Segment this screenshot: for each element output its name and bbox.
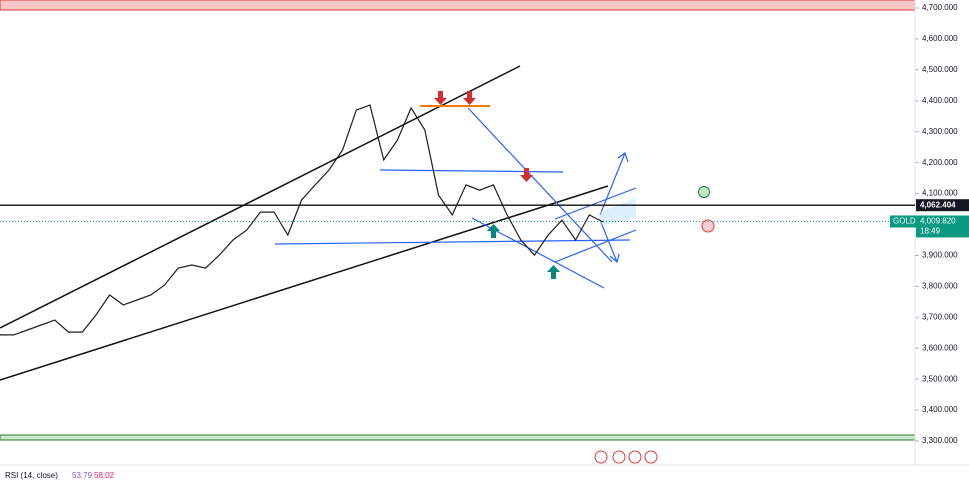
support-zone xyxy=(0,434,916,441)
drawings xyxy=(274,107,637,289)
buy-arrows xyxy=(487,224,560,279)
last-price-label: 4,009.820 xyxy=(920,217,956,226)
y-tick-label: 3,400.000 xyxy=(922,405,958,414)
price-box xyxy=(916,215,969,238)
y-tick-label: 3,800.000 xyxy=(922,281,958,290)
y-tick-label: 3,600.000 xyxy=(922,343,958,352)
event-icons xyxy=(594,450,658,464)
y-tick-label: 3,700.000 xyxy=(922,312,958,321)
y-tick-label: 4,500.000 xyxy=(922,65,958,74)
indicator-value: 53.79 xyxy=(72,471,93,480)
indicator-name: RSI (14, close) xyxy=(5,471,58,480)
countdown: 18:49 xyxy=(920,227,941,236)
level-label: 4,062.404 xyxy=(920,200,956,209)
symbol: GOLD xyxy=(893,217,916,226)
y-tick-label: 3,300.000 xyxy=(922,436,958,445)
y-tick-label: 4,700.000 xyxy=(922,3,958,12)
indicator-value: 58.02 xyxy=(94,471,115,480)
symbol-box xyxy=(890,215,916,228)
marker-red xyxy=(701,219,715,233)
trendlines xyxy=(0,65,609,381)
marker-green xyxy=(698,186,710,198)
y-tick-label: 4,100.000 xyxy=(922,189,958,198)
y-tick-label: 4,300.000 xyxy=(922,127,958,136)
y-tick-label: 3,900.000 xyxy=(922,251,958,260)
resistance-zone xyxy=(0,0,916,11)
y-tick-label: 4,200.000 xyxy=(922,158,958,167)
level-label-box xyxy=(916,199,969,212)
y-tick-label: 4,600.000 xyxy=(922,34,958,43)
y-tick-label: 3,500.000 xyxy=(922,374,958,383)
y-tick-label: 4,400.000 xyxy=(922,96,958,105)
sell-arrows xyxy=(434,91,533,182)
price-line xyxy=(0,104,604,336)
